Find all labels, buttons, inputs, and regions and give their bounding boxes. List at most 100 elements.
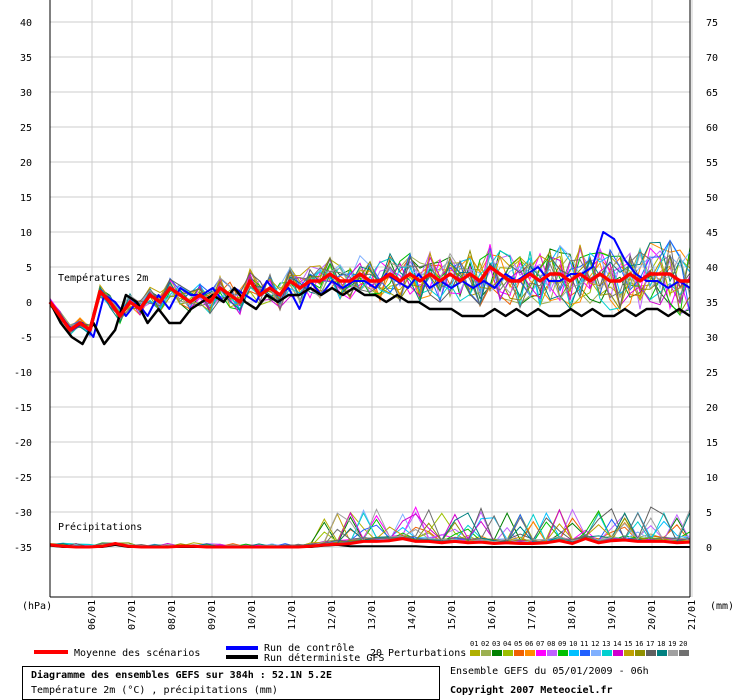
- x-tick-label: 08/01: [167, 600, 178, 630]
- x-tick-label: 11/01: [287, 600, 298, 630]
- ensemble-info: Ensemble GEFS du 05/01/2009 - 06h: [450, 666, 649, 677]
- legend-perturbation-id: 09: [558, 640, 566, 648]
- legend-perturbation-swatch: [602, 650, 612, 656]
- x-tick-label: 16/01: [487, 600, 498, 630]
- left-tick-label: -5: [20, 333, 32, 344]
- left-tick-label: 30: [20, 88, 32, 99]
- legend-perturbation-id: 16: [635, 640, 643, 648]
- legend-perturbation-swatch: [591, 650, 601, 656]
- right-tick-label: 70: [706, 53, 718, 64]
- legend-perturbation-id: 14: [613, 640, 621, 648]
- x-tick-label: 19/01: [607, 600, 618, 630]
- legend-perturbation-id: 19: [668, 640, 676, 648]
- legend-control-label: Run de contrôle: [264, 642, 354, 654]
- legend-perturbation-id: 17: [646, 640, 654, 648]
- legend-perturbation-swatch: [679, 650, 689, 656]
- legend-perturbation-swatch: [668, 650, 678, 656]
- x-tick-label: 14/01: [407, 600, 418, 630]
- legend-perturbation-id: 02: [481, 640, 489, 648]
- x-tick-label: 10/01: [247, 600, 258, 630]
- perturbation-line: [49, 241, 691, 334]
- x-tick-label: 09/01: [207, 600, 218, 630]
- right-tick-label: 75: [706, 18, 718, 29]
- legend-perturbation-swatch: [635, 650, 645, 656]
- legend-perturbation-id: 20: [679, 640, 687, 648]
- right-tick-label: 35: [706, 298, 718, 309]
- legend-perturbation-swatch: [514, 650, 524, 656]
- left-tick-label: -30: [14, 508, 32, 519]
- left-tick-label: 20: [20, 158, 32, 169]
- legend-perturbation-swatch: [492, 650, 502, 656]
- left-tick-label: -35: [14, 543, 32, 554]
- left-tick-label: 0: [26, 298, 32, 309]
- copyright: Copyright 2007 Meteociel.fr: [450, 685, 613, 696]
- legend-perturbation-id: 07: [536, 640, 544, 648]
- right-tick-label: 50: [706, 193, 718, 204]
- title-box: Diagramme des ensembles GEFS sur 384h : …: [22, 666, 440, 700]
- legend-perturbation-id: 11: [580, 640, 588, 648]
- right-tick-label: 55: [706, 158, 718, 169]
- left-tick-label: -20: [14, 438, 32, 449]
- legend-perturbation-id: 06: [525, 640, 533, 648]
- left-tick-label: 40: [20, 18, 32, 29]
- perturbation-lines: [49, 239, 691, 548]
- legend-perturbation-id: 13: [602, 640, 610, 648]
- right-tick-label: 5: [706, 508, 712, 519]
- left-tick-label: 10: [20, 228, 32, 239]
- legend-perturbation-id: 01: [470, 640, 478, 648]
- perturbation-line: [49, 244, 691, 332]
- chart-title: Diagramme des ensembles GEFS sur 384h : …: [31, 670, 333, 681]
- right-tick-label: 60: [706, 123, 718, 134]
- left-tick-label: 5: [26, 263, 32, 274]
- legend-perturbations-label: 20 Perturbations: [370, 648, 466, 659]
- right-tick-label: 45: [706, 228, 718, 239]
- right-tick-label: 10: [706, 473, 718, 484]
- mean-temp-line: [48, 265, 690, 332]
- legend-perturbation-id: 15: [624, 640, 632, 648]
- right-tick-label: 65: [706, 88, 718, 99]
- legend-perturbation-swatch: [503, 650, 513, 656]
- perturbation-line: [49, 245, 691, 335]
- right-tick-label: 0: [706, 543, 712, 554]
- left-axis-unit: (hPa): [22, 601, 52, 612]
- legend-perturbation-swatch: [580, 650, 590, 656]
- legend-perturbation-swatch: [646, 650, 656, 656]
- legend-mean-label: Moyenne des scénarios: [74, 647, 200, 659]
- x-tick-label: 15/01: [447, 600, 458, 630]
- x-tick-label: 18/01: [567, 600, 578, 630]
- left-tick-label: -25: [14, 473, 32, 484]
- deterministic-temp-line: [48, 286, 691, 346]
- x-tick-label: 06/01: [87, 600, 98, 630]
- legend-perturbation-swatch: [569, 650, 579, 656]
- left-tick-label: 35: [20, 53, 32, 64]
- left-tick-label: -10: [14, 368, 32, 379]
- right-tick-label: 15: [706, 438, 718, 449]
- legend-perturbation-swatch: [558, 650, 568, 656]
- legend-perturbation-id: 05: [514, 640, 522, 648]
- legend-perturbation-id: 12: [591, 640, 599, 648]
- legend-perturbation-id: 08: [547, 640, 555, 648]
- x-tick-label: 20/01: [647, 600, 658, 630]
- x-tick-label: 13/01: [367, 600, 378, 630]
- legend-perturbation-id: 03: [492, 640, 500, 648]
- x-tick-label: 17/01: [527, 600, 538, 630]
- x-tick-label: 12/01: [327, 600, 338, 630]
- legend-perturbation-swatch: [470, 650, 480, 656]
- mean-precip-line: [49, 537, 691, 549]
- legend-perturbation-swatch: [481, 650, 491, 656]
- right-tick-label: 25: [706, 368, 718, 379]
- legend-perturbation-swatch: [657, 650, 667, 656]
- legend-perturbation-id: 10: [569, 640, 577, 648]
- precipitation-label: Précipitations: [58, 521, 142, 533]
- legend-perturbation-swatch: [613, 650, 623, 656]
- legend: Moyenne des scénarios Run de contrôleRun …: [34, 640, 689, 664]
- legend-perturbation-swatch: [547, 650, 557, 656]
- temperature-label: Températures 2m: [58, 272, 148, 284]
- x-tick-label: 21/01: [687, 600, 698, 630]
- right-axis-unit: (mm): [710, 601, 734, 612]
- left-tick-label: 15: [20, 193, 32, 204]
- legend-perturbation-swatch: [525, 650, 535, 656]
- axes: 4035302520151050-5-10-15-20-25-30-357570…: [14, 0, 734, 630]
- legend-perturbation-swatch: [536, 650, 546, 656]
